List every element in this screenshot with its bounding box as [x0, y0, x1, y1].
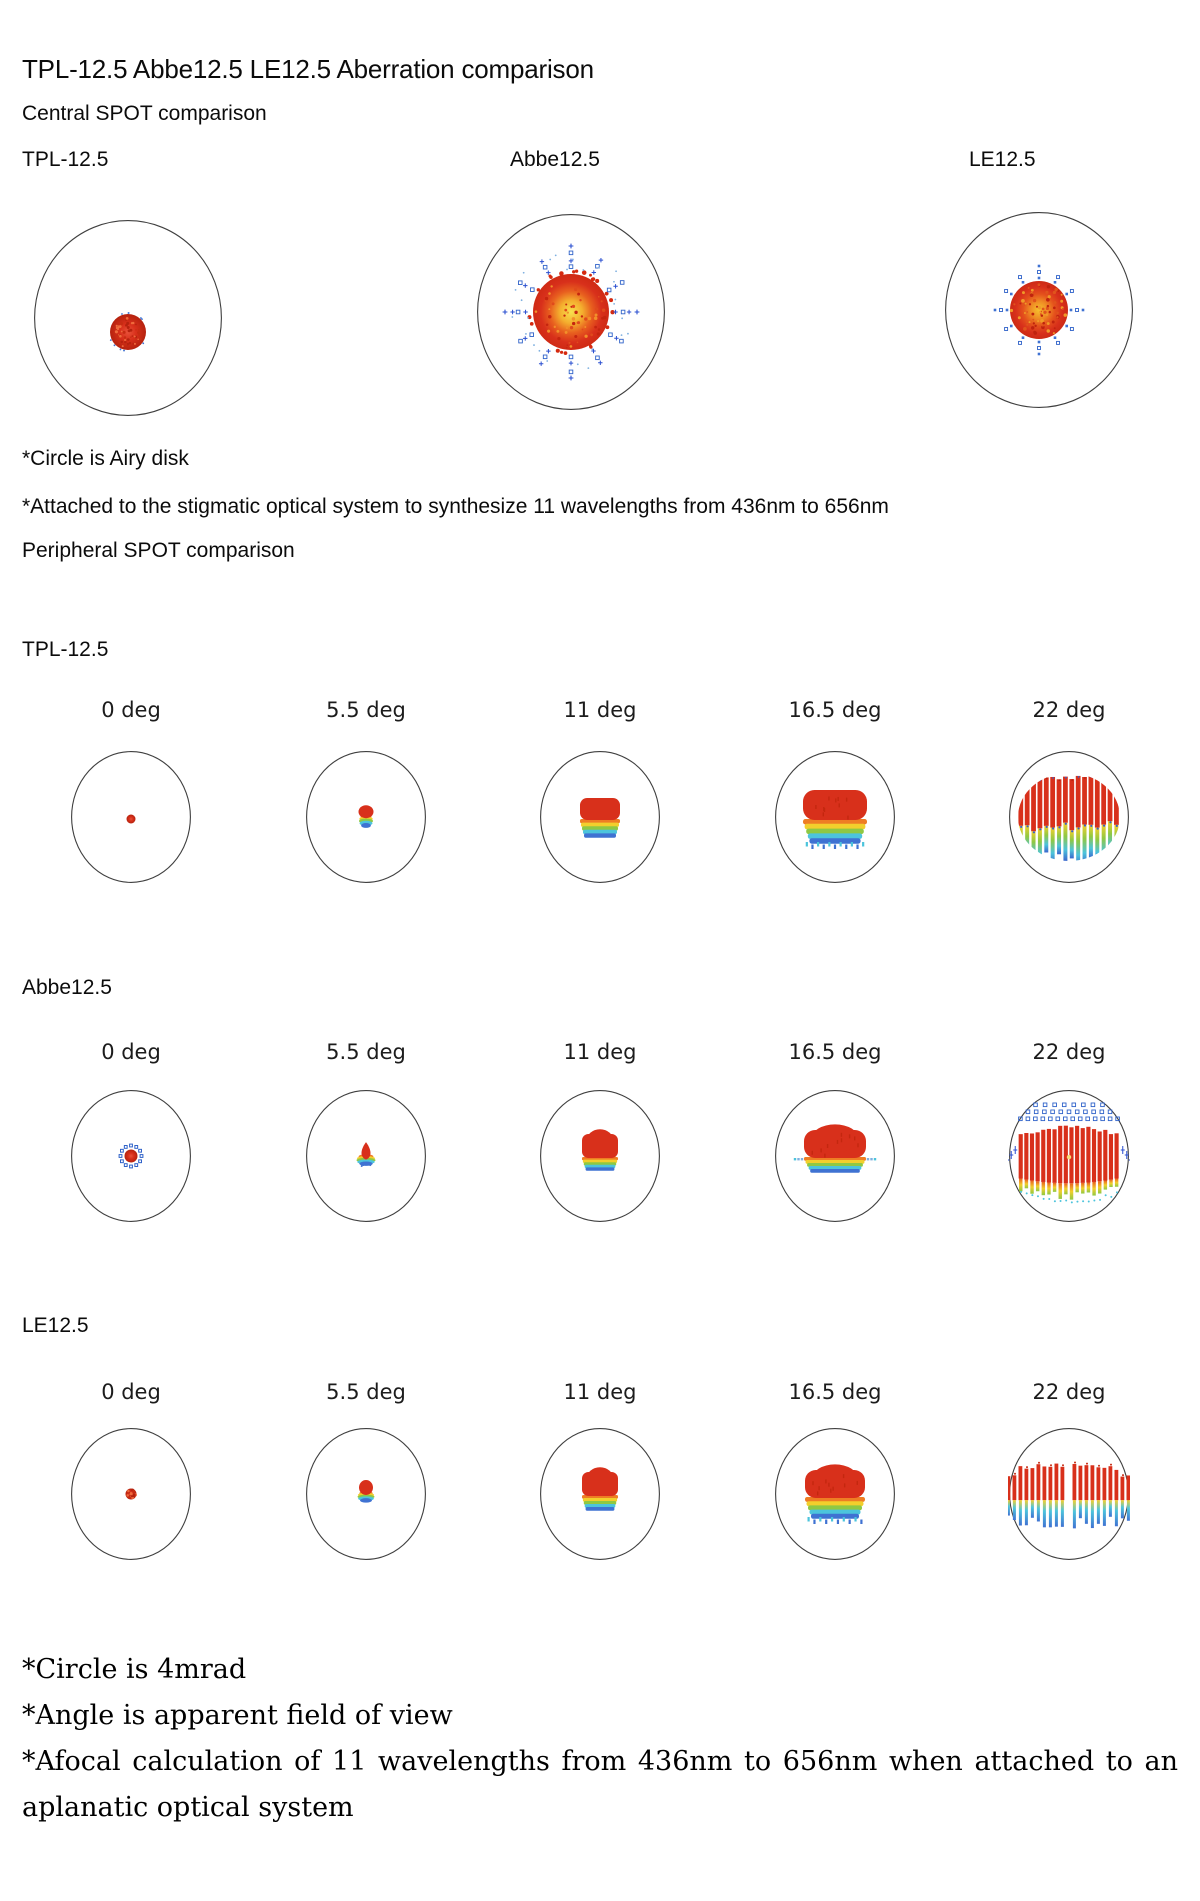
- angle-label-abbe-11deg: 11 deg: [563, 1040, 637, 1064]
- angle-label-abbe-16-5deg: 16.5 deg: [788, 1040, 882, 1064]
- central-column-label-le: LE12.5: [969, 148, 1036, 171]
- angle-label-tpl-5-5deg: 5.5 deg: [326, 698, 406, 722]
- spot-diagram-abbe-0deg: [70, 1089, 192, 1223]
- footnote-afocal-line1: *Afocal calculation of 11 wavelengths fr…: [22, 1746, 1178, 1777]
- spot-diagram-le-5-5deg: [305, 1427, 427, 1561]
- spot-diagram-tpl-0deg: [70, 750, 192, 884]
- footnote-afocal-line2: aplanatic optical system: [22, 1792, 354, 1823]
- angle-label-le-11deg: 11 deg: [563, 1380, 637, 1404]
- page-title: TPL-12.5 Abbe12.5 LE12.5 Aberration comp…: [22, 54, 594, 84]
- spot-diagram-tpl-22deg: [1008, 750, 1130, 884]
- angle-label-tpl-16-5deg: 16.5 deg: [788, 698, 882, 722]
- footnote-apparent-fov: *Angle is apparent field of view: [22, 1700, 453, 1731]
- angle-label-le-22deg: 22 deg: [1032, 1380, 1106, 1404]
- spot-diagram-le-11deg: [539, 1427, 661, 1561]
- central-spot-diagram-le: [944, 211, 1134, 409]
- angle-label-le-16-5deg: 16.5 deg: [788, 1380, 882, 1404]
- spot-diagram-abbe-5-5deg: [305, 1089, 427, 1223]
- angle-label-tpl-22deg: 22 deg: [1032, 698, 1106, 722]
- angle-label-tpl-11deg: 11 deg: [563, 698, 637, 722]
- spot-diagram-tpl-11deg: [539, 750, 661, 884]
- angle-label-le-0deg: 0 deg: [101, 1380, 161, 1404]
- spot-diagram-abbe-11deg: [539, 1089, 661, 1223]
- angle-label-abbe-5-5deg: 5.5 deg: [326, 1040, 406, 1064]
- row-label-tpl: TPL-12.5: [22, 638, 109, 661]
- peripheral-section-heading: Peripheral SPOT comparison: [22, 539, 295, 562]
- spot-diagram-tpl-5-5deg: [305, 750, 427, 884]
- airy-disk-circle-tpl: [34, 220, 222, 416]
- spot-diagram-le-16-5deg: [774, 1427, 896, 1561]
- spot-diagram-abbe-22deg: [1008, 1089, 1130, 1223]
- central-column-label-tpl: TPL-12.5: [22, 148, 109, 171]
- central-note-wavelength: *Attached to the stigmatic optical syste…: [22, 495, 889, 518]
- angle-label-abbe-0deg: 0 deg: [101, 1040, 161, 1064]
- spot-diagram-le-0deg: [70, 1427, 192, 1561]
- spot-diagram-tpl-16-5deg: [774, 750, 896, 884]
- central-section-heading: Central SPOT comparison: [22, 102, 267, 125]
- angle-label-tpl-0deg: 0 deg: [101, 698, 161, 722]
- spot-diagram-abbe-16-5deg: [774, 1089, 896, 1223]
- row-label-le: LE12.5: [22, 1314, 89, 1337]
- angle-label-le-5-5deg: 5.5 deg: [326, 1380, 406, 1404]
- airy-disk-circle-abbe: [477, 214, 665, 410]
- footnote-circle-4mrad: *Circle is 4mrad: [22, 1654, 247, 1685]
- airy-disk-circle-le: [945, 212, 1133, 408]
- central-spot-diagram-abbe: [476, 213, 666, 411]
- central-column-label-abbe: Abbe12.5: [510, 148, 600, 171]
- central-note-airy: *Circle is Airy disk: [22, 447, 189, 470]
- central-spot-diagram-tpl: [33, 219, 223, 417]
- spot-diagram-le-22deg: [1008, 1427, 1130, 1561]
- row-label-abbe: Abbe12.5: [22, 976, 112, 999]
- angle-label-abbe-22deg: 22 deg: [1032, 1040, 1106, 1064]
